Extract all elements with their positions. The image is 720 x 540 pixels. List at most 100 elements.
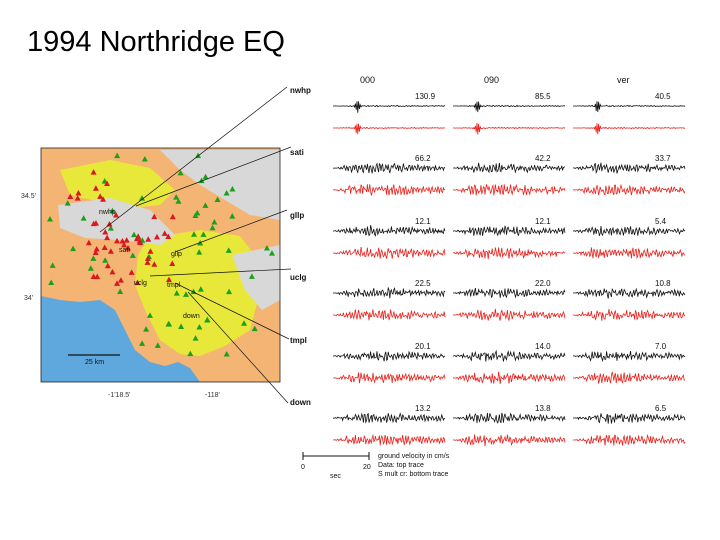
map-mountain-area: [160, 150, 280, 220]
station-marker: [187, 350, 194, 357]
trace-row-tmpl: tmpl 20.1 14.0 7.0: [290, 336, 686, 385]
map-station-label: down: [183, 313, 200, 320]
station-marker: [194, 209, 201, 216]
data-trace: [572, 162, 686, 175]
station-marker: [166, 321, 173, 327]
time-tick-label-20: 20: [363, 464, 371, 471]
station-marker: [202, 173, 209, 180]
site-marker: [104, 180, 111, 187]
map-basin-area: [135, 230, 260, 356]
site-marker: [128, 269, 135, 275]
synthetic-trace: [573, 433, 686, 446]
legend-line: ground velocity in cm/s: [378, 453, 450, 460]
map-frame: [40, 147, 281, 383]
station-marker: [47, 216, 54, 222]
site-marker: [107, 248, 114, 254]
data-trace: [453, 101, 566, 113]
site-marker: [144, 255, 151, 261]
station-marker: [241, 320, 248, 326]
trace-row-uclg: uclg 22.5 22.0 10.8: [290, 273, 686, 322]
station-marker: [204, 316, 211, 323]
station-marker: [248, 273, 255, 279]
synthetic-trace: [453, 308, 566, 322]
site-marker: [151, 261, 158, 267]
data-trace: [453, 349, 566, 362]
site-marker: [151, 213, 158, 220]
site-marker: [135, 233, 142, 239]
site-marker: [102, 228, 109, 235]
site-marker: [137, 239, 144, 246]
map-station-label: gllp: [171, 251, 182, 258]
station-marker: [175, 198, 182, 204]
station-name-label: sati: [290, 148, 304, 157]
component-header-ver: ver: [617, 75, 630, 85]
map-station-label: tmpl: [167, 282, 181, 289]
peak-value-label: 42.2: [535, 154, 551, 163]
site-marker: [104, 262, 111, 269]
data-trace: [573, 287, 686, 299]
site-marker: [165, 276, 172, 283]
site-marker: [92, 249, 99, 256]
station-marker: [90, 255, 97, 261]
site-marker: [109, 268, 116, 275]
peak-value-label: 6.5: [655, 404, 667, 413]
peak-value-label: 10.8: [655, 279, 671, 288]
station-marker: [173, 290, 180, 296]
map-scale-label: 25 km: [85, 359, 104, 366]
data-trace: [453, 412, 566, 424]
station-marker: [196, 323, 203, 330]
synthetic-trace: [333, 372, 446, 384]
site-marker: [144, 259, 151, 265]
lat-label-34-5: 34.5': [21, 193, 36, 200]
region-map: 34.5' 34' -1'18.5' -118' 25 km nwhp sati…: [21, 147, 281, 399]
site-marker: [101, 244, 108, 250]
slide-title: 1994 Northridge EQ: [27, 26, 285, 58]
station-marker: [64, 200, 71, 206]
peak-value-label: 13.2: [415, 404, 431, 413]
station-marker: [182, 291, 189, 297]
site-marker: [117, 277, 124, 283]
station-marker: [143, 326, 150, 332]
station-marker: [80, 215, 87, 221]
station-marker: [154, 342, 161, 348]
site-marker: [154, 233, 161, 240]
site-marker: [113, 212, 120, 218]
map-mountain-area: [232, 245, 280, 310]
site-marker: [169, 260, 176, 267]
synthetic-trace: [333, 184, 446, 196]
synthetic-trace: [573, 123, 686, 135]
station-markers: [47, 152, 275, 357]
station-marker: [173, 194, 180, 200]
leader-lines: [99, 86, 292, 404]
legend-line: Data: top trace: [378, 462, 424, 469]
data-trace: [573, 101, 686, 113]
station-marker: [48, 279, 55, 285]
lat-label-34: 34': [24, 295, 33, 302]
site-marker: [165, 233, 172, 239]
site-marker: [97, 193, 104, 199]
synthetic-trace: [573, 247, 686, 260]
synthetic-trace: [452, 247, 566, 260]
station-marker: [141, 156, 148, 162]
data-trace: [573, 225, 686, 237]
peak-value-label: 5.4: [655, 217, 667, 226]
component-header-000: 000: [360, 75, 375, 85]
synthetic-trace: [572, 371, 686, 384]
site-marker: [147, 248, 154, 254]
station-marker: [177, 169, 184, 176]
station-marker: [102, 257, 109, 263]
station-name-label: down: [290, 398, 311, 407]
station-name-label: nwhp: [290, 86, 311, 95]
station-marker: [129, 252, 136, 258]
trace-row-sati: sati 66.2 42.2 33.7: [290, 148, 686, 196]
station-marker: [70, 245, 77, 252]
station-marker: [114, 152, 121, 159]
lon-label-118-5: -1'18.5': [108, 392, 131, 399]
legend-line: S mult cr: bottom trace: [378, 471, 449, 478]
data-trace: [332, 412, 446, 424]
synthetic-trace: [332, 309, 446, 321]
data-trace: [333, 225, 446, 237]
lon-label-118: -118': [205, 392, 220, 399]
peak-value-label: 7.0: [655, 342, 667, 351]
site-marker: [119, 237, 126, 244]
